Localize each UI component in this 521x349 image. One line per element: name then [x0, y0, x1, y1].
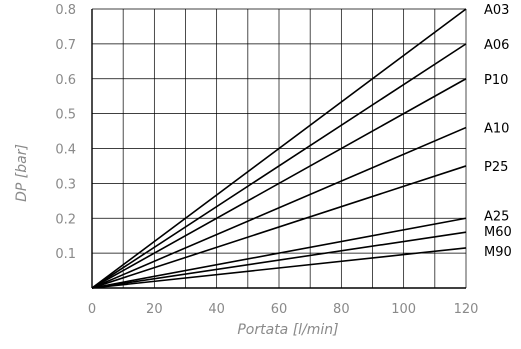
- x-tick-label: 80: [333, 302, 350, 317]
- series-label-a03: A03: [484, 3, 509, 18]
- series-line-a03: [91, 8, 467, 289]
- axes: [91, 9, 466, 289]
- series-label-p25: P25: [484, 160, 508, 175]
- y-tick-label: 0.2: [55, 212, 76, 227]
- series-label-m90: M90: [484, 245, 512, 260]
- x-tick-label: 60: [271, 302, 288, 317]
- series-label-m60: M60: [484, 225, 512, 240]
- y-tick-label: 0.3: [55, 177, 76, 192]
- x-tick-label: 20: [146, 302, 163, 317]
- y-tick-label: 0.6: [55, 73, 76, 88]
- x-tick-label: 40: [208, 302, 225, 317]
- tick-labels: 0 20 40 60 80 100 120 0.1 0.2 0.3 0.4 0.5 0.6 0.7 0.8: [55, 3, 478, 317]
- y-tick-label: 0.1: [55, 247, 76, 262]
- y-tick-label: 0.5: [55, 108, 76, 123]
- series-line-a06: [91, 43, 467, 289]
- y-axis-title: DP [bar]: [14, 144, 30, 202]
- series-label-p10: P10: [484, 73, 508, 88]
- x-axis-title: Portata [l/min]: [237, 322, 338, 338]
- y-tick-label: 0.4: [55, 143, 76, 158]
- series-label-a25: A25: [484, 209, 509, 224]
- series-line-m60: [91, 231, 467, 289]
- x-tick-label: 120: [454, 302, 479, 317]
- series-label-a10: A10: [484, 122, 509, 137]
- series-line-a10: [91, 126, 467, 289]
- x-tick-label: 0: [88, 302, 96, 317]
- y-tick-label: 0.7: [55, 38, 76, 53]
- x-tick-label: 100: [391, 302, 416, 317]
- series-line-a25: [91, 217, 467, 289]
- series-label-a06: A06: [484, 38, 509, 53]
- series-line-p10: [91, 78, 467, 289]
- series-line-p25: [91, 165, 467, 289]
- y-tick-label: 0.8: [55, 3, 76, 18]
- series-line-m90: [91, 247, 467, 289]
